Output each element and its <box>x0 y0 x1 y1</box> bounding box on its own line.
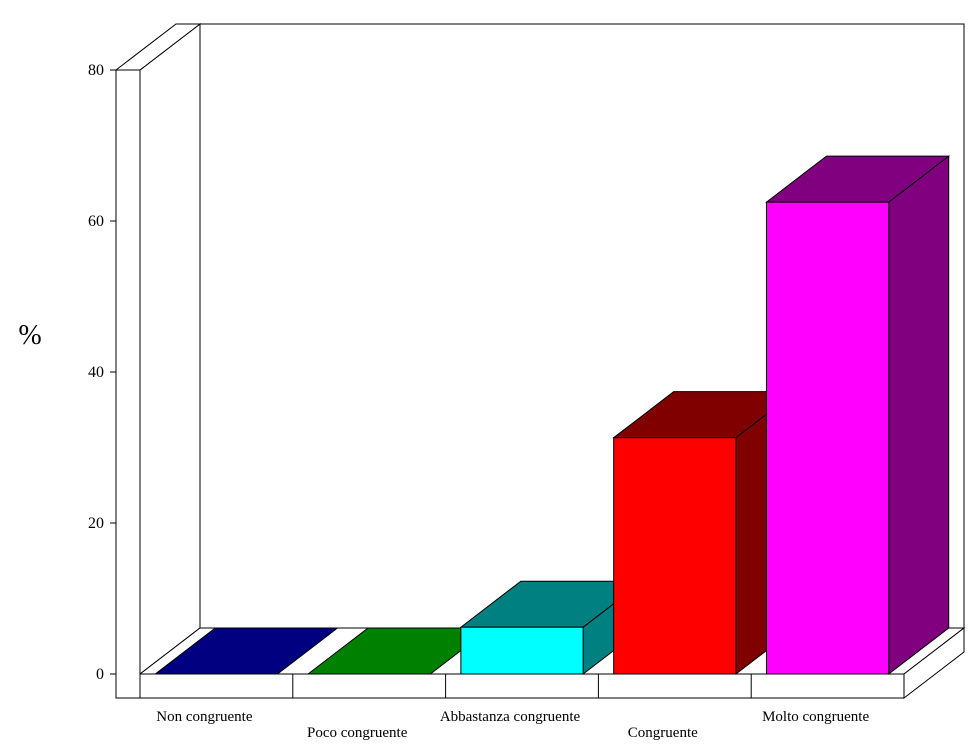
y-axis-strip <box>115 69 141 699</box>
y-axis-strip-top <box>114 23 202 71</box>
y-axis-title: % <box>18 320 41 351</box>
bar-1 <box>153 627 339 675</box>
x-category-label: Poco congruente <box>307 725 408 741</box>
y-tick-label: 80 <box>88 62 104 79</box>
bar-5 <box>765 155 951 676</box>
bar-side <box>888 155 950 676</box>
axes: 0 20 40 60 80 Non congruente Poco congruente Ab… <box>88 62 869 741</box>
bar-front <box>460 626 584 675</box>
x-category-label: Non congruente <box>156 709 253 725</box>
bar-front <box>765 201 890 675</box>
x-category-label: Molto congruente <box>762 709 869 725</box>
bars <box>153 155 951 676</box>
y-tick-label: 0 <box>96 666 104 683</box>
base-front <box>115 673 905 699</box>
x-category-label: Abbastanza congruente <box>440 709 581 725</box>
y-tick-label: 40 <box>88 364 104 381</box>
y-tick-label: 60 <box>88 213 104 230</box>
y-tick-label: 20 <box>88 515 104 532</box>
x-category-label: Congruente <box>628 725 698 741</box>
bar-front <box>613 437 737 675</box>
left-wall <box>139 22 201 676</box>
base-side <box>903 626 965 700</box>
bar-4 <box>612 390 798 676</box>
bar-top <box>153 627 339 675</box>
